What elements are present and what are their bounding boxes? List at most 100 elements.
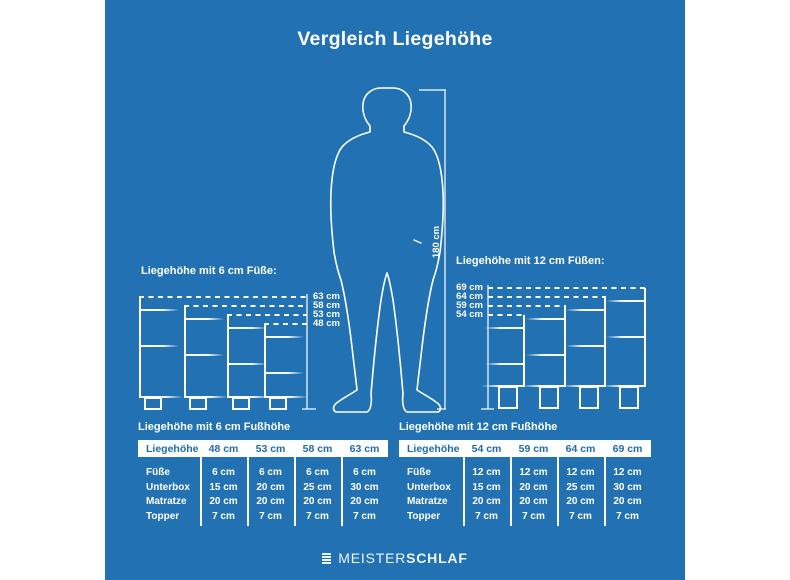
table-6cm: Liegehöhe mit 6 cm Fußhöhe Liegehöhe 48 … [138, 421, 388, 526]
header-cell: 58 cm [302, 442, 333, 455]
table-6cm-body: Füße 6 cm 6 cm 6 cm 6 cm Unterbox 15 cm … [138, 457, 388, 526]
header-cell: 53 cm [255, 442, 286, 455]
row-label: Unterbox [407, 481, 451, 493]
bed-58cm [184, 306, 228, 410]
cell: 30 cm [350, 481, 379, 493]
table-row: Topper 7 cm 7 cm 7 cm 7 cm [399, 510, 651, 525]
row-label: Topper [146, 510, 180, 522]
cell: 20 cm [209, 496, 238, 507]
cell: 15 cm [209, 481, 238, 493]
bed-foot [579, 386, 599, 409]
height-label-59: 59 cm [456, 300, 483, 311]
comparison-diagram: 180 cm [139, 87, 646, 413]
header-cell: 63 cm [349, 442, 380, 455]
row-label: Unterbox [146, 481, 190, 493]
column-divider [604, 457, 606, 526]
cell: 7 cm [259, 510, 282, 522]
cell: 20 cm [256, 496, 285, 507]
bed-foot [498, 386, 518, 409]
person-outline [329, 87, 445, 413]
table-6cm-header: Liegehöhe 48 cm 53 cm 58 cm 63 cm [138, 440, 388, 457]
brand-name-bold: SCHLAF [406, 550, 468, 566]
cell: 20 cm [256, 481, 285, 493]
cell: 20 cm [303, 496, 332, 507]
cell: 6 cm [259, 467, 282, 478]
bed-foot [269, 397, 287, 410]
column-divider [294, 457, 296, 526]
column-divider [247, 457, 249, 526]
cell: 7 cm [475, 510, 498, 522]
right-group-label: Liegehöhe mit 12 cm Füßen: [456, 255, 605, 267]
column-divider [510, 457, 512, 526]
table-row: Matratze 20 cm 20 cm 20 cm 20 cm [138, 495, 388, 510]
table-row: Füße 12 cm 12 cm 12 cm 12 cm [399, 466, 651, 481]
height-label-69: 69 cm [456, 282, 483, 293]
row-label: Füße [146, 467, 170, 478]
column-divider [463, 457, 465, 526]
header-cell: 48 cm [208, 442, 239, 455]
left-group-label: Liegehöhe mit 6 cm Füße: [141, 265, 277, 277]
row-label: Füße [407, 467, 431, 478]
cell: 30 cm [613, 481, 642, 493]
header-cell: Liegehöhe [146, 442, 199, 455]
column-divider [557, 457, 559, 526]
blue-canvas: Vergleich Liegehöhe [105, 0, 685, 580]
table-row: Unterbox 15 cm 20 cm 25 cm 30 cm [399, 481, 651, 496]
bed-foot [189, 397, 207, 410]
cell: 7 cm [306, 510, 329, 522]
cell: 12 cm [566, 467, 595, 478]
brand-name: MEISTERSCHLAF [338, 550, 467, 566]
column-divider [341, 457, 343, 526]
table-row: Füße 6 cm 6 cm 6 cm 6 cm [138, 466, 388, 481]
row-label: Matratze [407, 496, 448, 507]
bed-69cm [602, 288, 646, 409]
header-cell: 64 cm [565, 442, 596, 455]
height-label-63: 63 cm [313, 291, 340, 302]
page-title: Vergleich Liegehöhe [297, 28, 493, 50]
height-label-58: 58 cm [313, 300, 340, 311]
cell: 6 cm [306, 467, 329, 478]
cell: 20 cm [519, 496, 548, 507]
cell: 20 cm [519, 481, 548, 493]
row-label: Topper [407, 510, 441, 522]
cell: 20 cm [566, 496, 595, 507]
height-label-48: 48 cm [313, 318, 340, 329]
height-label-54: 54 cm [456, 309, 483, 320]
table-row: Unterbox 15 cm 20 cm 25 cm 30 cm [138, 481, 388, 496]
right-collector-line [481, 285, 494, 410]
header-cell: 54 cm [471, 442, 502, 455]
cell: 20 cm [472, 496, 501, 507]
bed-63cm [139, 297, 183, 410]
table-row: Topper 7 cm 7 cm 7 cm 7 cm [138, 510, 388, 525]
bed-foot [539, 386, 559, 409]
bed-foot [619, 386, 639, 409]
pocket-detail [413, 239, 422, 244]
header-cell: 69 cm [612, 442, 643, 455]
row-label: Matratze [146, 496, 187, 507]
header-cell: 59 cm [518, 442, 549, 455]
table-12cm: Liegehöhe mit 12 cm Fußhöhe Liegehöhe 54… [399, 421, 651, 526]
bed-53cm [227, 315, 271, 410]
mattress-layers-icon [322, 552, 332, 564]
cell: 20 cm [350, 496, 379, 507]
cell: 12 cm [472, 467, 501, 478]
cell: 25 cm [303, 481, 332, 493]
table-row: Matratze 20 cm 20 cm 20 cm 20 cm [399, 495, 651, 510]
bed-group-12cm [481, 285, 646, 410]
bed-59cm [522, 306, 566, 409]
cell: 12 cm [613, 467, 642, 478]
table-12cm-body: Füße 12 cm 12 cm 12 cm 12 cm Unterbox 15… [399, 457, 651, 526]
cell: 12 cm [519, 467, 548, 478]
cell: 7 cm [212, 510, 235, 522]
cell: 7 cm [353, 510, 376, 522]
cell: 6 cm [212, 467, 235, 478]
person-height-label: 180 cm [431, 226, 442, 258]
header-cell: Liegehöhe [407, 442, 460, 455]
bed-54cm [481, 315, 525, 409]
bed-foot [144, 397, 162, 410]
cell: 7 cm [616, 510, 639, 522]
brand-name-light: MEISTER [338, 550, 407, 566]
bed-64cm [562, 297, 606, 409]
bed-group-6cm [139, 294, 316, 410]
